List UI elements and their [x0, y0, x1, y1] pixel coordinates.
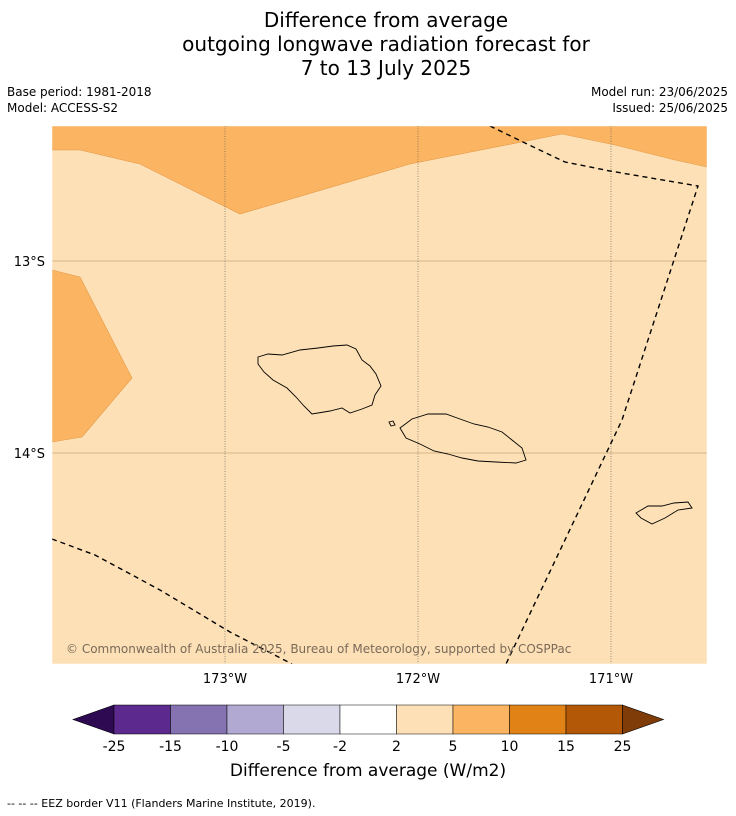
lon-label-171w: 171°W	[589, 672, 633, 687]
title-line-1: Difference from average	[263, 8, 509, 32]
model-run: Model run: 23/06/2025	[590, 85, 728, 99]
colorbar-segment	[396, 704, 454, 735]
title-line-3: 7 to 13 July 2025	[300, 56, 472, 80]
upolu-island	[399, 413, 527, 464]
colorbar-tick-label: -15	[159, 739, 182, 755]
colorbar-tick-label: -25	[103, 739, 126, 755]
base-anomaly-field	[52, 126, 707, 664]
colorbar-segment	[452, 704, 510, 735]
model-name: Model: ACCESS-S2	[7, 101, 119, 115]
gridlines	[52, 260, 707, 454]
anomaly-region-north	[52, 126, 707, 215]
title-line-2: outgoing longwave radiation forecast for	[182, 32, 590, 56]
base-period: Base period: 1981-2018	[7, 85, 152, 99]
savaii-island	[257, 344, 382, 415]
eez-border-southwest	[52, 538, 293, 664]
eez-footnote: -- -- -- EEZ border V11 (Flanders Marine…	[7, 797, 316, 810]
colorbar-tick-label: -10	[216, 739, 239, 755]
colorbar-tick-label: 25	[614, 739, 632, 755]
colorbar-segment	[509, 704, 567, 735]
colorbar-segment	[226, 704, 284, 735]
lat-label-13s: 13°S	[14, 255, 45, 270]
colorbar-segment	[283, 704, 341, 735]
colorbar-segment	[565, 704, 623, 735]
lon-label-172w: 172°W	[396, 672, 440, 687]
colorbar-title: Difference from average (W/m2)	[229, 761, 507, 781]
colorbar-tick-label: 2	[392, 739, 401, 755]
anomaly-region-west	[52, 269, 133, 443]
colorbar-segment	[339, 704, 397, 735]
chart-title: Difference from average outgoing longwav…	[0, 8, 736, 80]
colorbar-tick-label: -5	[277, 739, 291, 755]
issued-date: Issued: 25/06/2025	[612, 101, 728, 115]
lon-label-173w: 173°W	[203, 672, 247, 687]
meridians	[224, 126, 612, 664]
colorbar-segment	[113, 704, 171, 735]
copyright-notice: © Commonwealth of Australia 2025, Bureau…	[66, 642, 571, 656]
eez-border-east	[489, 126, 699, 664]
colorbar-tick-label: 5	[449, 739, 458, 755]
small-islet	[388, 420, 396, 427]
colorbar-extend-low	[72, 704, 115, 735]
colorbar-tick-label: 10	[501, 739, 519, 755]
meta-right: Model run: 23/06/2025 Issued: 25/06/2025	[591, 84, 728, 116]
colorbar-extend-high	[622, 704, 665, 735]
tutuila-island	[635, 501, 693, 525]
colorbar-tick-label: 15	[557, 739, 575, 755]
map-frame	[51, 125, 708, 665]
lat-label-14s: 14°S	[14, 447, 45, 462]
colorbar: -25 -15 -10 -5 -2 2 5 10 15 25	[72, 704, 665, 755]
map-panel: © Commonwealth of Australia 2025, Bureau…	[52, 126, 707, 664]
meta-left: Base period: 1981-2018 Model: ACCESS-S2	[7, 84, 152, 116]
colorbar-tick-label: -2	[333, 739, 347, 755]
colorbar-segment	[170, 704, 228, 735]
